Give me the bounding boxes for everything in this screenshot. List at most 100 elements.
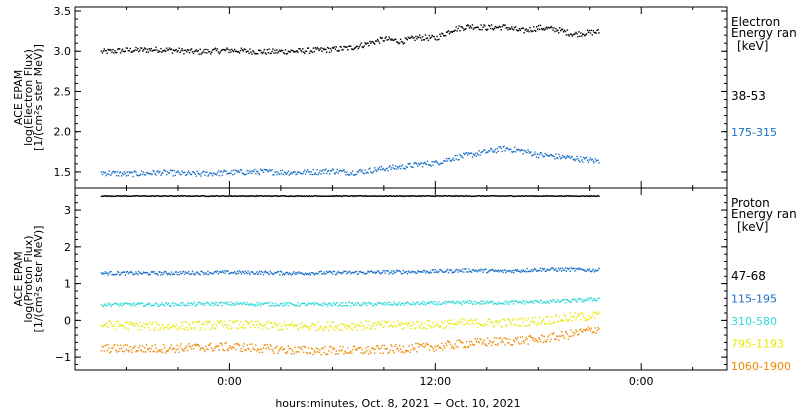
data-point [393,352,395,354]
data-point [364,169,366,171]
data-point [571,319,573,322]
data-point [560,270,563,272]
data-point [552,321,554,324]
data-point [229,195,231,197]
data-point [155,347,157,349]
data-point [347,49,349,51]
data-point [456,154,458,157]
data-point [370,325,372,328]
data-point [144,48,147,50]
data-point [217,170,220,172]
data-point [476,26,478,28]
data-point [491,342,494,344]
data-point [286,172,289,174]
data-point [525,300,527,302]
data-point [184,171,186,174]
data-point [414,195,416,197]
data-point [587,299,590,302]
data-point [499,302,501,304]
data-point [456,300,458,303]
data-point [101,195,104,198]
data-point [382,40,384,42]
data-point [560,300,563,302]
data-point [163,272,165,274]
data-point [504,24,506,26]
data-point [400,303,403,305]
data-point [484,301,486,304]
data-point [331,273,334,275]
data-point [390,303,392,306]
data-point [385,322,387,324]
data-point [184,49,186,52]
data-point [283,195,286,197]
data-point [272,302,274,304]
data-point [228,303,230,306]
data-point [367,302,369,304]
data-point [247,322,249,324]
data-point [216,48,219,50]
data-point [430,195,432,197]
data-point [408,195,410,197]
data-point [272,273,274,276]
data-point [383,301,385,304]
data-point [121,195,124,197]
data-point [383,344,385,347]
data-point [317,173,319,176]
data-point [518,270,521,273]
data-point [152,169,154,172]
data-point [473,301,476,303]
data-point [330,321,333,323]
data-point [321,50,323,52]
data-point [105,272,107,275]
data-point [470,195,473,198]
data-point [260,270,263,273]
y-tick-label: 3.0 [54,45,72,58]
data-point [401,351,404,353]
data-point [258,349,260,351]
data-point [153,350,155,353]
data-point [572,331,574,333]
data-point [537,337,540,339]
data-point [188,52,191,54]
data-point [169,48,172,51]
data-point [388,166,390,168]
data-point [353,304,356,306]
data-point [455,195,457,197]
data-point [564,30,567,33]
data-point [230,172,232,174]
data-point [585,156,588,159]
data-point [521,336,523,338]
data-point [519,317,522,319]
data-point [407,270,409,272]
data-point [334,173,337,175]
data-point [164,326,166,329]
data-point [291,173,293,175]
data-point [377,347,380,349]
data-point [515,270,518,272]
data-point [513,324,516,326]
data-point [244,173,246,176]
data-point [231,327,233,329]
data-point [458,269,460,271]
data-point [421,328,424,330]
data-point [233,304,235,306]
data-point [451,345,453,347]
data-point [174,271,176,273]
data-point [417,36,419,38]
data-point [483,303,485,305]
data-point [373,304,375,307]
data-point [136,272,138,275]
data-point [213,347,216,350]
data-point [568,267,570,270]
data-point [193,343,196,346]
data-point [427,164,430,166]
data-point [437,271,439,274]
data-point [188,172,191,174]
data-point [353,47,356,49]
data-point [554,195,556,197]
data-point [329,345,332,348]
data-point [418,303,420,305]
data-point [288,348,290,350]
data-point [234,195,236,197]
data-point [389,301,391,304]
